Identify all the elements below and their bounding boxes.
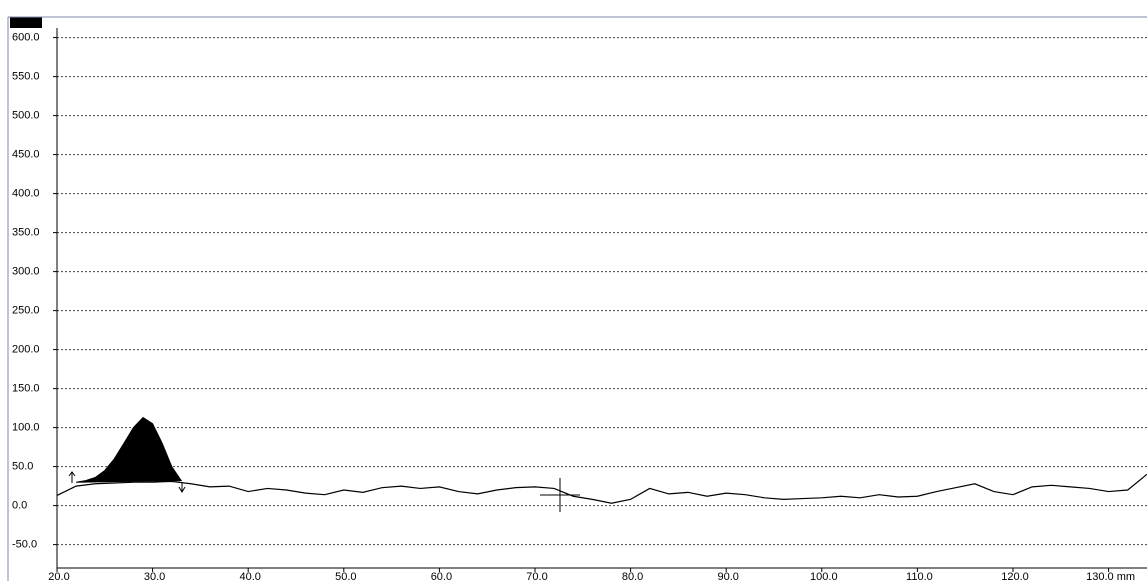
x-tick-label: 60.0 <box>431 571 452 581</box>
y-tick-label: 300.0 <box>12 266 40 278</box>
peak-area <box>76 416 183 483</box>
x-tick-label: 100.0 <box>810 571 838 581</box>
y-tick-label: 100.0 <box>12 422 40 434</box>
x-tick-label: 70.0 <box>526 571 547 581</box>
y-tick-label: 350.0 <box>12 227 40 239</box>
x-tick-label: 50.0 <box>335 571 356 581</box>
header-block <box>10 17 42 28</box>
y-tick-label: 150.0 <box>12 383 40 395</box>
y-tick-label: 400.0 <box>12 188 40 200</box>
end-marker <box>178 482 186 493</box>
y-tick-label: -50.0 <box>12 539 37 551</box>
x-tick-label: 80.0 <box>622 571 643 581</box>
x-tick-label: 30.0 <box>144 571 165 581</box>
start-marker <box>68 471 76 483</box>
x-tick-label: 40.0 <box>239 571 260 581</box>
y-tick-label: 500.0 <box>12 110 40 122</box>
y-tick-label: 450.0 <box>12 149 40 161</box>
x-tick-label: 90.0 <box>717 571 738 581</box>
x-tick-label: 130.0 mm <box>1086 571 1135 581</box>
y-tick-label: 50.0 <box>12 461 33 473</box>
y-tick-label: 200.0 <box>12 344 40 356</box>
x-tick-label: 20.0 <box>48 571 69 581</box>
y-tick-label: 550.0 <box>12 71 40 83</box>
y-tick-label: 0.0 <box>12 500 27 512</box>
trace-line <box>56 473 1147 504</box>
x-tick-label: 120.0 <box>1001 571 1029 581</box>
y-tick-label: 250.0 <box>12 305 40 317</box>
x-tick-label: 110.0 <box>906 571 933 581</box>
y-tick-label: 600.0 <box>12 32 40 44</box>
